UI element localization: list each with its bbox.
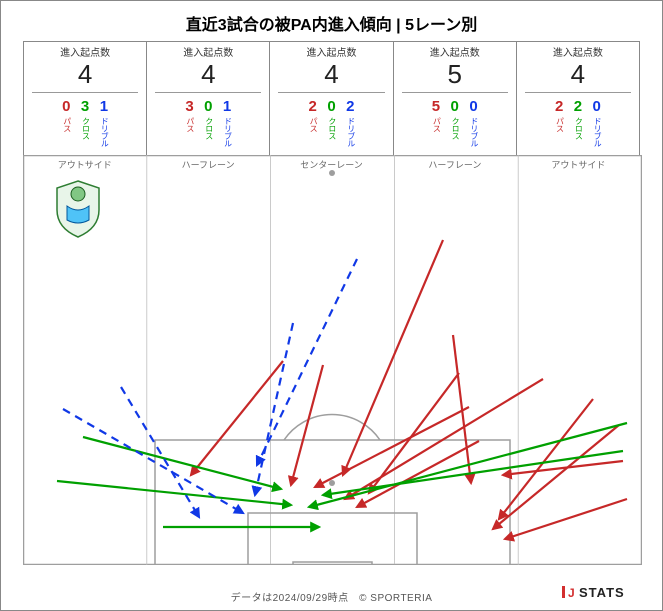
chart-title: 直近3試合の被PA内進入傾向 | 5レーン別 xyxy=(1,1,662,41)
arrow-pass-1 xyxy=(453,335,471,483)
jstats-logo-icon: J STATS xyxy=(562,583,642,601)
breakdown-num-pass: 2 xyxy=(309,99,317,116)
lane-header-label: 進入起点数 xyxy=(149,44,267,59)
lane-name-4: アウトサイド xyxy=(517,158,640,171)
lane-breakdown: 2パス2クロス0ドリブル xyxy=(519,99,637,147)
breakdown-num-pass: 0 xyxy=(62,99,70,116)
breakdown-dribble: 0ドリブル xyxy=(469,99,478,147)
breakdown-num-dribble: 0 xyxy=(593,99,601,116)
lane-breakdown: 3パス 0クロス 1ドリブル xyxy=(149,99,267,147)
arrow-dribble-17 xyxy=(121,387,199,517)
breakdown-label-cross: クロス xyxy=(81,117,90,140)
breakdown-num-dribble: 1 xyxy=(223,99,231,116)
lane-col-1: 進入起点数4 3パス 0クロス 1ドリブル xyxy=(146,41,269,155)
breakdown-cross: 0クロス xyxy=(204,99,213,147)
arrow-pass-3 xyxy=(315,407,469,487)
breakdown-label-cross: クロス xyxy=(450,117,459,140)
breakdown-label-dribble: ドリブル xyxy=(346,117,355,147)
breakdown-num-cross: 3 xyxy=(81,99,89,116)
breakdown-cross: 0クロス xyxy=(450,99,459,147)
breakdown-num-dribble: 0 xyxy=(469,99,477,116)
arrow-pass-11 xyxy=(291,365,323,485)
breakdown-label-dribble: ドリブル xyxy=(100,117,109,147)
breakdown-label-dribble: ドリブル xyxy=(592,117,601,147)
arrow-cross-16 xyxy=(323,451,623,495)
breakdown-label-pass: パス xyxy=(432,117,441,132)
arrow-pass-5 xyxy=(345,379,543,499)
breakdown-label-cross: クロス xyxy=(327,117,336,140)
breakdown-label-dribble: ドリブル xyxy=(223,117,232,147)
breakdown-dribble: 2ドリブル xyxy=(346,99,355,147)
lane-total: 4 xyxy=(525,59,631,93)
lane-name-1: ハーフレーン xyxy=(146,158,269,171)
arrow-pass-7 xyxy=(493,425,619,529)
pitch-field xyxy=(23,155,642,565)
lane-header-label: 進入起点数 xyxy=(519,44,637,59)
lane-name-3: ハーフレーン xyxy=(393,158,516,171)
breakdown-label-dribble: ドリブル xyxy=(469,117,478,147)
breakdown-num-cross: 2 xyxy=(574,99,582,116)
breakdown-cross: 0クロス xyxy=(327,99,336,147)
lane-breakdown: 2パス0クロス2ドリブル xyxy=(272,99,390,147)
breakdown-dribble: 1ドリブル xyxy=(100,99,109,147)
breakdown-num-pass: 3 xyxy=(185,99,193,116)
breakdown-dribble: 0ドリブル xyxy=(592,99,601,147)
lane-total: 4 xyxy=(278,59,384,93)
arrow-dribble-19 xyxy=(257,259,357,465)
breakdown-num-cross: 0 xyxy=(204,99,212,116)
lane-name-2: センターレーン xyxy=(270,158,393,171)
breakdown-num-cross: 0 xyxy=(327,99,335,116)
breakdown-label-pass: パス xyxy=(185,117,194,132)
lane-total: 4 xyxy=(155,59,261,93)
stats-logo: J STATS xyxy=(562,583,642,606)
arrow-pass-8 xyxy=(503,461,623,475)
breakdown-num-dribble: 1 xyxy=(100,99,108,116)
svg-text:STATS: STATS xyxy=(579,585,625,600)
lane-col-2: 進入起点数42パス0クロス2ドリブル xyxy=(269,41,392,155)
breakdown-label-pass: パス xyxy=(62,117,71,132)
breakdown-pass: 2パス xyxy=(308,99,317,147)
breakdown-label-pass: パス xyxy=(555,117,564,132)
lane-col-3: 進入起点数55パス0クロス0ドリブル xyxy=(393,41,516,155)
lane-breakdown: 5パス0クロス0ドリブル xyxy=(396,99,514,147)
breakdown-label-pass: パス xyxy=(308,117,317,132)
arrow-dribble-20 xyxy=(255,323,293,495)
breakdown-pass: 3パス xyxy=(185,99,194,147)
breakdown-num-pass: 5 xyxy=(432,99,440,116)
lane-breakdown: 0パス 3クロス 1ドリブル xyxy=(26,99,144,147)
breakdown-cross: 3クロス xyxy=(81,99,90,147)
breakdown-pass: 2パス xyxy=(555,99,564,147)
lane-name-0: アウトサイド xyxy=(23,158,146,171)
breakdown-label-cross: クロス xyxy=(574,117,583,140)
breakdown-num-pass: 2 xyxy=(555,99,563,116)
breakdown-num-cross: 0 xyxy=(451,99,459,116)
lane-header-label: 進入起点数 xyxy=(26,44,144,59)
team-logo xyxy=(53,179,103,239)
arrow-pass-10 xyxy=(191,361,283,475)
breakdown-label-cross: クロス xyxy=(204,117,213,140)
lane-name-row: アウトサイドハーフレーンセンターレーンハーフレーンアウトサイド xyxy=(23,158,640,171)
lanes-header: 進入起点数40パス3クロス1ドリブル進入起点数43パス0クロス1ドリブル進入起点… xyxy=(1,41,662,155)
lane-header-label: 進入起点数 xyxy=(396,44,514,59)
svg-text:J: J xyxy=(568,586,575,600)
breakdown-pass: 0パス xyxy=(62,99,71,147)
lane-header-label: 進入起点数 xyxy=(272,44,390,59)
lane-col-4: 進入起点数42パス2クロス0ドリブル xyxy=(516,41,640,155)
breakdown-dribble: 1ドリブル xyxy=(223,99,232,147)
breakdown-cross: 2クロス xyxy=(574,99,583,147)
lane-total: 5 xyxy=(402,59,508,93)
breakdown-pass: 5パス xyxy=(432,99,441,147)
lane-total: 4 xyxy=(32,59,138,93)
arrow-cross-12 xyxy=(83,437,281,489)
lane-col-0: 進入起点数4 0パス 3クロス 1ドリブル xyxy=(23,41,146,155)
breakdown-num-dribble: 2 xyxy=(346,99,354,116)
pitch-area: アウトサイドハーフレーンセンターレーンハーフレーンアウトサイド xyxy=(23,155,640,565)
